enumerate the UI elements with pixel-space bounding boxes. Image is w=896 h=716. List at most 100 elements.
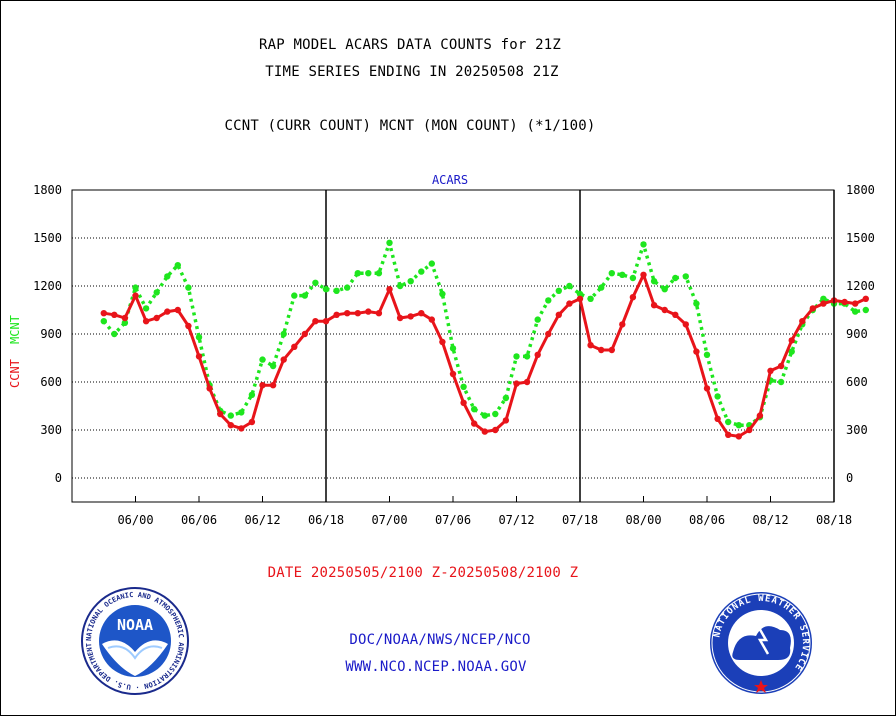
data-point-mcnt — [629, 274, 637, 282]
data-point-ccnt — [799, 318, 806, 325]
data-point-ccnt — [439, 338, 446, 346]
y-tick-label-left: 1200 — [33, 279, 62, 293]
y-tick-label-left: 0 — [55, 471, 62, 485]
data-point-mcnt — [788, 348, 795, 355]
data-point-ccnt — [100, 310, 108, 317]
data-point-ccnt — [746, 426, 753, 434]
date-range-label: DATE 20250505/2100 Z-20250508/2100 Z — [267, 565, 579, 581]
data-point-ccnt — [566, 300, 573, 307]
data-point-ccnt — [195, 353, 203, 360]
data-point-ccnt — [132, 292, 139, 299]
data-point-ccnt — [587, 342, 594, 349]
x-tick-label: 06/12 — [244, 513, 280, 527]
y-tick-label-right: 300 — [846, 423, 868, 437]
panel-title: ACARS — [432, 173, 468, 187]
data-point-ccnt — [513, 380, 520, 387]
data-point-ccnt — [206, 385, 213, 392]
data-point-mcnt — [714, 393, 721, 400]
data-point-mcnt — [428, 260, 435, 267]
data-point-mcnt — [471, 406, 478, 413]
data-point-mcnt — [725, 418, 732, 426]
y-tick-label-left: 1500 — [33, 231, 62, 245]
data-point-mcnt — [418, 268, 425, 275]
data-point-ccnt — [767, 367, 774, 374]
data-point-ccnt — [449, 370, 457, 378]
data-point-ccnt — [640, 271, 647, 278]
data-point-mcnt — [523, 353, 531, 360]
y-tick-label-right: 900 — [846, 327, 868, 341]
data-point-mcnt — [862, 306, 869, 314]
data-point-mcnt — [100, 318, 108, 325]
y-tick-label-right: 1500 — [846, 231, 875, 245]
data-point-mcnt — [259, 356, 266, 363]
data-point-ccnt — [153, 314, 160, 322]
data-point-mcnt — [153, 289, 160, 296]
data-point-mcnt — [291, 292, 298, 299]
data-point-mcnt — [365, 270, 372, 277]
y-tick-label-left: 600 — [40, 375, 62, 389]
data-point-mcnt — [513, 353, 520, 360]
data-point-mcnt — [777, 378, 785, 386]
data-point-ccnt — [280, 356, 287, 363]
data-point-ccnt — [534, 351, 541, 358]
y-tick-label-right: 1800 — [846, 183, 875, 197]
data-point-ccnt — [735, 433, 742, 440]
data-point-ccnt — [492, 426, 499, 434]
data-point-ccnt — [545, 330, 552, 338]
data-point-ccnt — [788, 337, 795, 344]
y-axis-label-ccnt: CCNT — [8, 359, 22, 388]
data-point-mcnt — [820, 295, 827, 302]
data-point-mcnt — [598, 284, 605, 291]
data-point-ccnt — [185, 322, 192, 330]
data-point-mcnt — [132, 284, 139, 291]
noaa-logo: NATIONAL OCEANIC AND ATMOSPHERIC ADMINIS… — [80, 586, 189, 695]
data-point-ccnt — [481, 428, 488, 435]
data-point-ccnt — [619, 321, 626, 328]
data-point-ccnt — [312, 318, 319, 325]
data-point-ccnt — [227, 422, 234, 429]
data-point-mcnt — [481, 412, 488, 419]
data-point-mcnt — [121, 319, 129, 326]
data-point-mcnt — [703, 351, 711, 358]
data-point-mcnt — [195, 334, 203, 341]
data-point-ccnt — [672, 311, 679, 318]
data-point-mcnt — [534, 316, 541, 323]
data-point-mcnt — [333, 287, 340, 294]
data-point-mcnt — [608, 270, 615, 277]
data-point-mcnt — [460, 383, 467, 390]
x-tick-label: 08/12 — [752, 513, 788, 527]
data-point-mcnt — [248, 391, 256, 398]
data-point-ccnt — [650, 302, 658, 309]
data-point-ccnt — [111, 311, 118, 318]
chart-title-line-3: CCNT (CURR COUNT) MCNT (MON COUNT) (*1/1… — [224, 118, 596, 134]
data-point-mcnt — [280, 330, 287, 338]
data-point-ccnt — [460, 399, 467, 406]
x-tick-label: 06/06 — [181, 513, 217, 527]
data-point-ccnt — [809, 305, 816, 312]
x-tick-label: 07/06 — [435, 513, 471, 527]
data-point-mcnt — [640, 241, 647, 248]
data-point-ccnt — [238, 425, 245, 432]
data-point-ccnt — [375, 310, 383, 317]
website-link[interactable]: WWW.NCO.NCEP.NOAA.GOV — [345, 659, 527, 675]
data-point-ccnt — [502, 417, 510, 424]
data-point-mcnt — [650, 278, 658, 285]
x-tick-label: 07/12 — [498, 513, 534, 527]
data-point-ccnt — [661, 306, 668, 314]
data-point-ccnt — [407, 313, 414, 320]
data-point-mcnt — [576, 290, 584, 298]
x-tick-label: 06/18 — [308, 513, 344, 527]
data-point-mcnt — [545, 297, 552, 304]
y-tick-label-right: 0 — [846, 471, 853, 485]
data-point-ccnt — [777, 362, 785, 370]
data-point-mcnt — [185, 284, 192, 291]
data-point-ccnt — [608, 346, 615, 354]
data-point-ccnt — [576, 295, 584, 302]
data-point-ccnt — [852, 300, 859, 307]
data-point-ccnt — [333, 311, 340, 318]
y-axis-label: CCNT MCNT — [8, 315, 22, 388]
data-point-mcnt — [661, 286, 668, 293]
grid-lines — [72, 237, 834, 479]
data-point-ccnt — [248, 418, 256, 426]
data-point-mcnt — [682, 273, 689, 280]
